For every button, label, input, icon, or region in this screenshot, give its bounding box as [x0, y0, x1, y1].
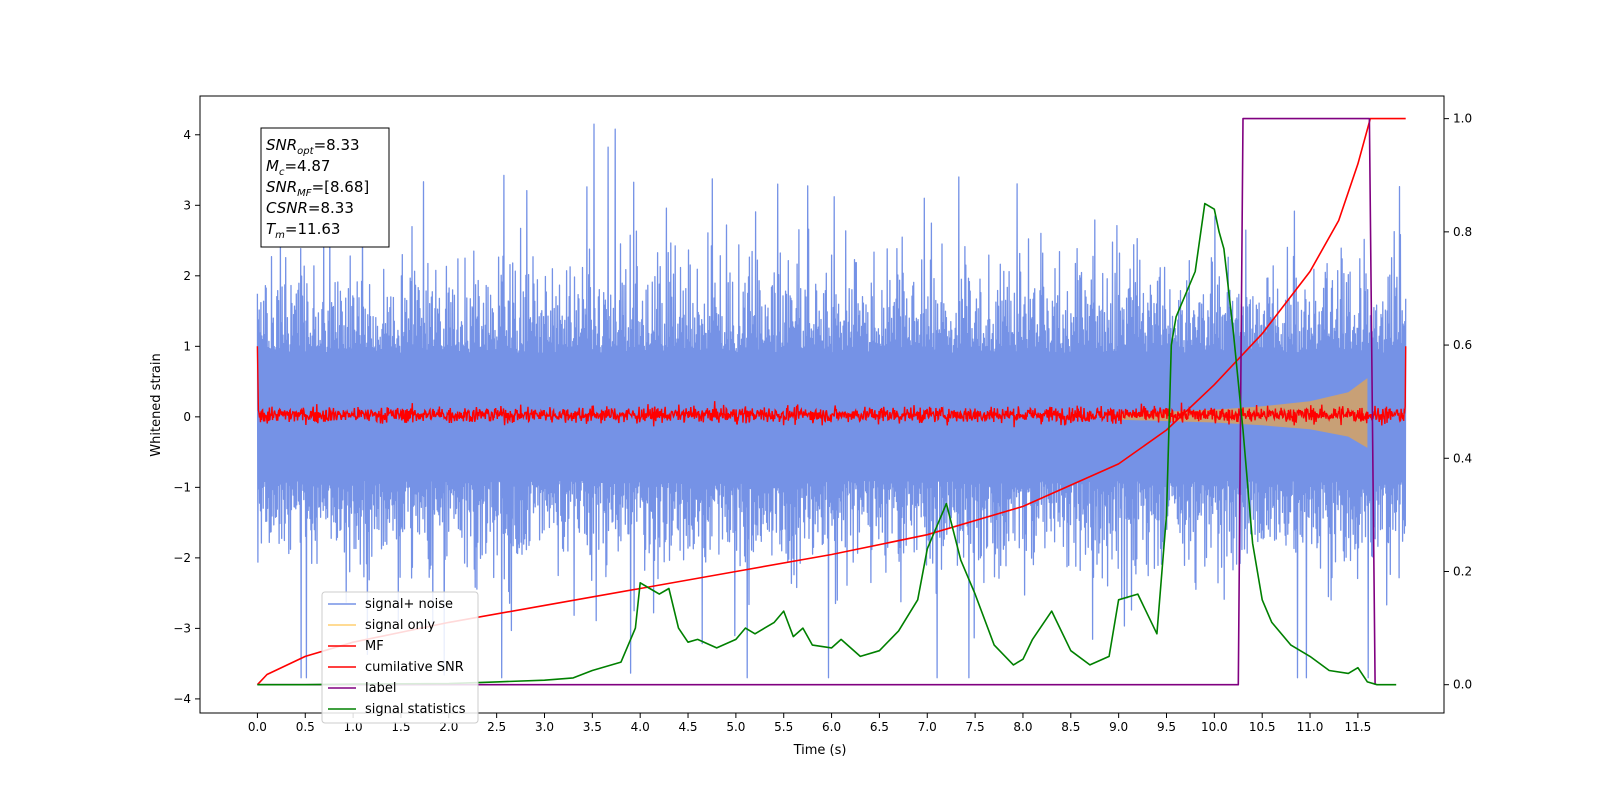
x-tick-label: 4.5 — [678, 720, 697, 734]
legend-label: label — [365, 681, 396, 696]
legend-label: signal only — [365, 618, 435, 633]
series-signal-noise — [256, 123, 1407, 679]
x-tick-label: 11.5 — [1345, 720, 1372, 734]
x-tick-label: 6.5 — [870, 720, 889, 734]
textbox-line: SNRMF=[8.68] — [266, 178, 369, 199]
textbox-line: SNRopt=8.33 — [266, 136, 360, 157]
y2-tick-label: 1.0 — [1453, 112, 1472, 126]
y-axis-label: Whitened strain — [149, 353, 164, 456]
x-tick-label: 7.5 — [966, 720, 985, 734]
x-tick-label: 6.0 — [822, 720, 841, 734]
x-tick-label: 10.0 — [1201, 720, 1228, 734]
legend: signal+ noise signal only MF cumilative SNR… — [321, 591, 479, 724]
x-tick-label: 10.5 — [1249, 720, 1276, 734]
textbox-frame — [260, 127, 390, 248]
y2-tick-label: 0.4 — [1453, 451, 1472, 465]
y-tick-label: −2 — [173, 551, 191, 565]
axes-frame — [199, 95, 1445, 714]
y2-tick-label: 0.6 — [1453, 338, 1472, 352]
y2-tick-label: 0.0 — [1453, 678, 1472, 692]
series-mf — [256, 346, 1407, 428]
y-tick-label: 0 — [183, 410, 191, 424]
x-tick-label: 9.5 — [1157, 720, 1176, 734]
y-axis-left: 4 3 2 1 0 −1 −2 −3 −4 — [173, 128, 200, 706]
x-tick-label: 5.5 — [774, 720, 793, 734]
y-tick-label: 3 — [183, 198, 191, 212]
y-axis-right: 1.0 0.8 0.6 0.4 0.2 0.0 — [1444, 112, 1472, 692]
x-tick-label: 2.5 — [487, 720, 506, 734]
y2-tick-label: 0.2 — [1453, 564, 1472, 578]
x-tick-label: 8.5 — [1061, 720, 1080, 734]
x-tick-label: 0.5 — [296, 720, 315, 734]
y-tick-label: 4 — [183, 128, 191, 142]
x-tick-label: 7.0 — [918, 720, 937, 734]
x-tick-label: 0.0 — [248, 720, 267, 734]
y-tick-label: −1 — [173, 480, 191, 494]
x-axis-label: Time (s) — [793, 743, 847, 758]
y2-tick-label: 0.8 — [1453, 225, 1472, 239]
y-tick-label: 1 — [183, 339, 191, 353]
series-label — [257, 117, 1376, 686]
textbox-line: Tm=11.63 — [266, 220, 340, 241]
y-tick-label: −3 — [173, 621, 191, 635]
x-tick-label: 3.5 — [583, 720, 602, 734]
x-tick-label: 3.0 — [535, 720, 554, 734]
legend-label: signal statistics — [365, 702, 466, 717]
x-tick-label: 5.0 — [726, 720, 745, 734]
series-signal-statistics — [257, 202, 1397, 686]
textbox-line: Mc=4.87 — [266, 157, 330, 178]
textbox-line: CSNR=8.33 — [266, 199, 354, 217]
legend-label: cumilative SNR — [365, 660, 464, 675]
legend-frame — [321, 591, 479, 724]
x-tick-label: 8.0 — [1013, 720, 1032, 734]
y-tick-label: −4 — [173, 692, 191, 706]
legend-label: MF — [365, 639, 384, 654]
x-tick-label: 9.0 — [1109, 720, 1128, 734]
y-tick-label: 2 — [183, 269, 191, 283]
x-tick-label: 11.0 — [1297, 720, 1324, 734]
legend-label: signal+ noise — [365, 597, 453, 612]
x-tick-label: 4.0 — [631, 720, 650, 734]
